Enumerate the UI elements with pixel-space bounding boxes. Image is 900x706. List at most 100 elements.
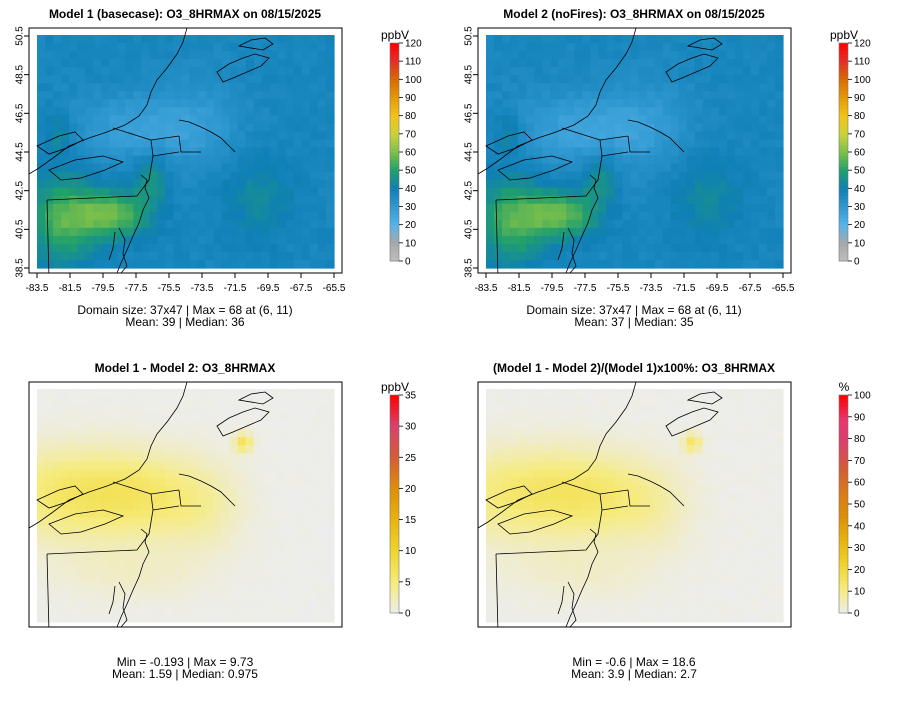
grid-cell [253,445,263,454]
grid-cell [293,445,303,454]
grid-cell [173,605,183,615]
colorbar-segment [839,217,848,222]
grid-cell [93,195,102,205]
grid-cell [774,35,784,44]
grid-cell [253,91,263,100]
grid-cell [670,203,680,213]
grid-cell [734,147,744,157]
grid-cell [766,227,776,237]
colorbar-segment [839,126,848,131]
grid-cell [37,469,46,478]
grid-cell [133,195,142,205]
grid-cell [638,453,648,462]
grid-cell [85,59,94,68]
grid-cell [229,51,239,60]
grid-cell [125,139,134,149]
grid-cell [229,525,239,535]
grid-cell [622,171,632,181]
grid-cell [141,115,150,124]
grid-cell [45,421,54,430]
grid-cell [149,581,159,591]
grid-cell [502,219,511,229]
grid-cell [125,461,134,470]
grid-cell [101,517,110,527]
y-tick-label: 50.5 [15,26,26,46]
y-tick-label: 38.5 [15,258,26,278]
grid-cell [510,565,519,575]
grid-cell [670,131,680,141]
grid-cell [742,541,752,551]
grid-cell [141,429,150,438]
grid-cell [181,51,191,60]
grid-cell [710,445,720,454]
grid-cell [133,75,142,84]
grid-cell [269,179,279,189]
grid-cell [245,195,255,205]
grid-cell [606,429,616,438]
grid-cell [590,227,599,237]
grid-cell [614,219,624,229]
grid-cell [53,429,62,438]
grid-cell [702,605,712,615]
grid-cell [277,251,287,261]
grid-cell [694,211,704,221]
grid-cell [542,187,551,197]
grid-cell [766,485,776,495]
grid-cell [317,163,327,173]
grid-cell [726,493,736,503]
grid-cell [53,557,62,567]
grid-cell [165,155,175,165]
grid-cell [518,251,527,261]
grid-cell [486,413,495,422]
grid-cell [742,75,752,84]
grid-cell [181,397,191,406]
grid-cell [766,235,776,245]
grid-cell [686,83,696,92]
grid-cell [534,469,543,478]
grid-cell [269,413,279,422]
grid-cell [630,235,640,245]
grid-cell [205,251,215,261]
grid-cell [662,51,672,60]
grid-cell [750,565,760,575]
grid-cell [53,187,62,197]
grid-cell [766,613,776,623]
grid-cell [77,533,86,543]
grid-cell [766,573,776,583]
grid-cell [173,445,183,454]
grid-cell [494,67,503,76]
grid-cell [269,115,279,124]
colorbar-segment [839,86,848,91]
grid-cell [309,187,319,197]
grid-cell [670,163,680,173]
grid-cell [181,155,191,165]
grid-cell [766,251,776,261]
grid-cell [173,195,183,205]
colorbar-segment [390,467,399,472]
grid-cell [157,195,167,205]
grid-cell [742,453,752,462]
colorbar-tick-label: 100 [854,75,871,86]
grid-cell [598,589,608,599]
grid-cell [325,75,335,84]
grid-cell [149,131,159,141]
grid-cell [325,493,335,503]
grid-cell [253,243,263,253]
grid-cell [526,549,535,559]
grid-cell [678,485,688,495]
colorbar-segment [390,427,399,432]
colorbar-segment [839,489,848,494]
grid-cell [301,485,311,495]
grid-cell [325,91,335,100]
grid-cell [77,107,86,116]
grid-cell [686,485,696,495]
grid-cell [197,413,207,422]
grid-cell [45,437,54,446]
grid-cell [670,235,680,245]
grid-cell [558,573,567,583]
grid-cell [109,35,118,44]
grid-cell [654,187,664,197]
grid-cell [638,171,648,181]
grid-cell [630,517,640,527]
grid-cell [726,445,736,454]
